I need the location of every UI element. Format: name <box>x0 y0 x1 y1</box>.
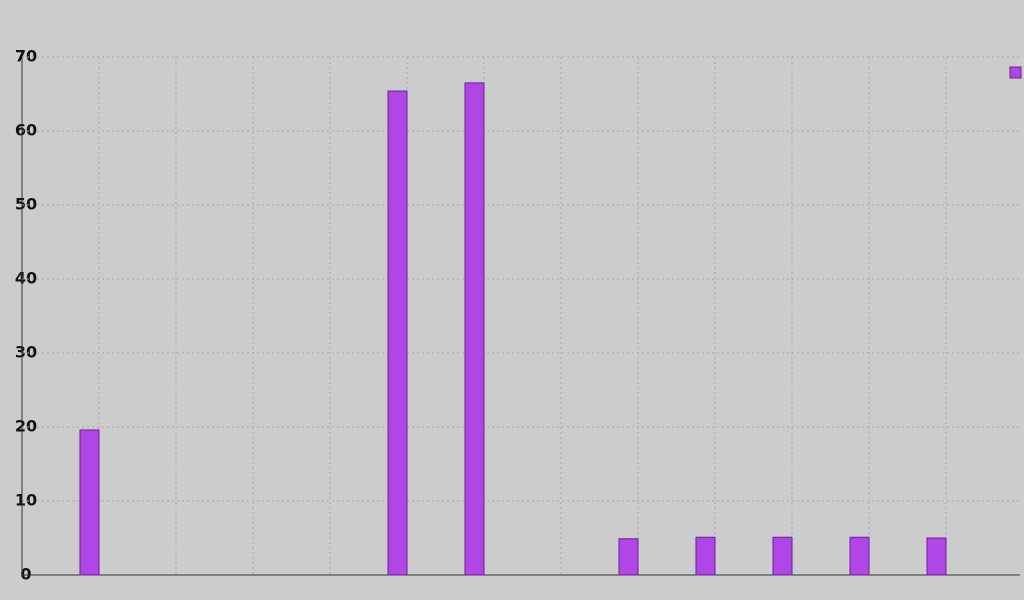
y-tick-label: 30 <box>15 343 37 362</box>
legend-swatch <box>1009 66 1022 79</box>
y-tick-label: 60 <box>15 121 37 140</box>
bar <box>772 536 793 576</box>
bar <box>387 90 408 576</box>
y-tick-label: 40 <box>15 269 37 288</box>
bar <box>926 537 947 576</box>
bar <box>849 536 870 576</box>
bar <box>464 82 485 576</box>
y-tick-label: 0 <box>20 565 31 584</box>
y-tick-label: 50 <box>15 195 37 214</box>
y-tick-label: 70 <box>15 47 37 66</box>
bar <box>79 429 100 576</box>
y-tick-label: 20 <box>15 417 37 436</box>
y-tick-label: 10 <box>15 491 37 510</box>
bar <box>695 536 716 576</box>
bar <box>618 538 639 576</box>
